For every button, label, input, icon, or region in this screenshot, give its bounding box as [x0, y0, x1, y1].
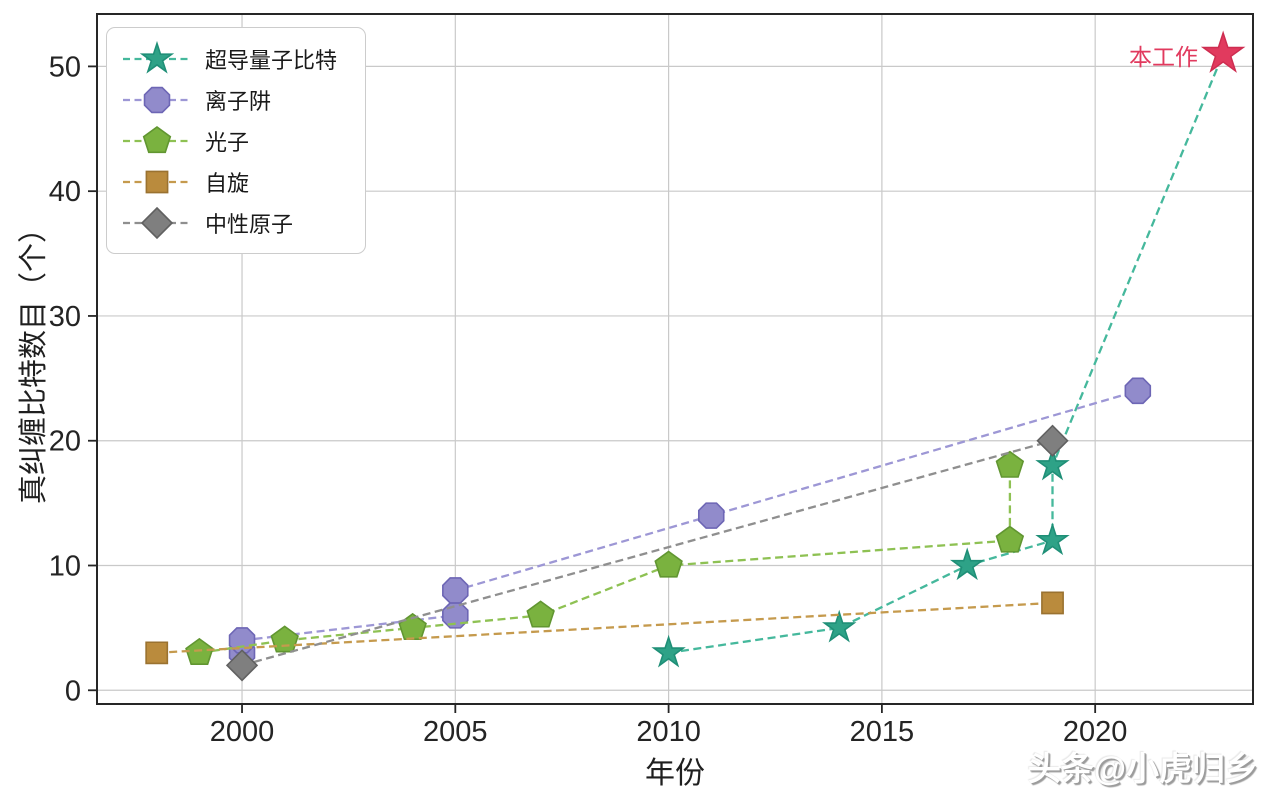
legend-item-superconducting-qubits: 超导量子比特 — [121, 38, 337, 79]
y-tick-label: 10 — [49, 551, 81, 583]
x-axis-label: 年份 — [645, 757, 705, 790]
data-point-superconducting-qubits — [1035, 522, 1070, 556]
data-point-ion-trap — [1124, 377, 1152, 405]
chart-legend: 超导量子比特 离子阱光子自旋中性原子 — [106, 27, 367, 254]
data-point-spin — [145, 641, 169, 665]
legend-marker-spin-icon — [123, 170, 191, 193]
data-point-superconducting-qubits — [822, 609, 857, 643]
y-tick-label: 40 — [49, 176, 81, 208]
legend-label-spin: 自旋 — [205, 170, 250, 196]
legend-item-photon: 光子 — [121, 120, 337, 161]
series-line-superconducting-qubits — [668, 53, 1225, 654]
series-line-neutral-atom — [241, 439, 1053, 667]
data-point-spin — [1041, 591, 1064, 615]
data-point-photon — [654, 550, 683, 578]
watermark-text: 头条@小虎归乡 — [1027, 750, 1258, 787]
x-tick-label: 2010 — [636, 716, 701, 748]
y-tick-label: 20 — [49, 426, 81, 458]
legend-label-photon: 光子 — [205, 129, 250, 155]
x-tick-label: 2020 — [1063, 716, 1128, 748]
plot-border — [96, 13, 1254, 705]
data-point-superconducting-qubits — [1035, 447, 1070, 481]
legend-marker-ion-trap-icon — [123, 86, 191, 113]
data-point-photon — [270, 625, 299, 653]
x-tick-label: 2005 — [423, 716, 488, 748]
data-point-photon — [526, 600, 555, 628]
legend-item-ion-trap: 离子阱 — [121, 79, 337, 120]
x-tick-label: 2015 — [850, 716, 915, 748]
y-tick-label: 30 — [49, 301, 81, 333]
data-point-photon — [995, 525, 1025, 553]
legend-item-spin: 自旋 — [121, 161, 337, 202]
data-point-ion-trap — [442, 602, 469, 629]
x-tick-label: 2000 — [210, 716, 275, 748]
series-line-ion-trap — [240, 389, 1139, 653]
legend-label-superconducting-qubits: 超导量子比特 — [205, 47, 338, 73]
legend-item-neutral-atom: 中性原子 — [121, 202, 337, 243]
legend-marker-neutral-atom-icon — [123, 206, 191, 239]
data-point-photon — [995, 450, 1025, 478]
y-tick-label: 0 — [65, 675, 81, 707]
data-point-superconducting-qubits — [651, 634, 686, 668]
legend-label-neutral-atom: 中性原子 — [205, 211, 294, 237]
data-point-ion-trap — [442, 577, 469, 604]
legend-label-ion-trap: 离子阱 — [205, 88, 272, 114]
legend-marker-superconducting-qubits-icon — [123, 40, 191, 74]
y-axis-label: 真纠缠比特数目（个） — [18, 213, 50, 505]
y-tick-label: 50 — [49, 51, 81, 83]
data-point-neutral-atom — [1036, 424, 1069, 457]
legend-marker-photon-icon — [123, 125, 191, 153]
series-line-photon — [199, 465, 1012, 654]
annotation-this-work-label: 本工作 — [1129, 44, 1198, 70]
data-point-neutral-atom — [225, 649, 259, 682]
data-point-superconducting-qubits — [949, 547, 985, 581]
annotation-this-work-star — [1200, 30, 1246, 73]
data-point-ion-trap — [697, 502, 725, 529]
